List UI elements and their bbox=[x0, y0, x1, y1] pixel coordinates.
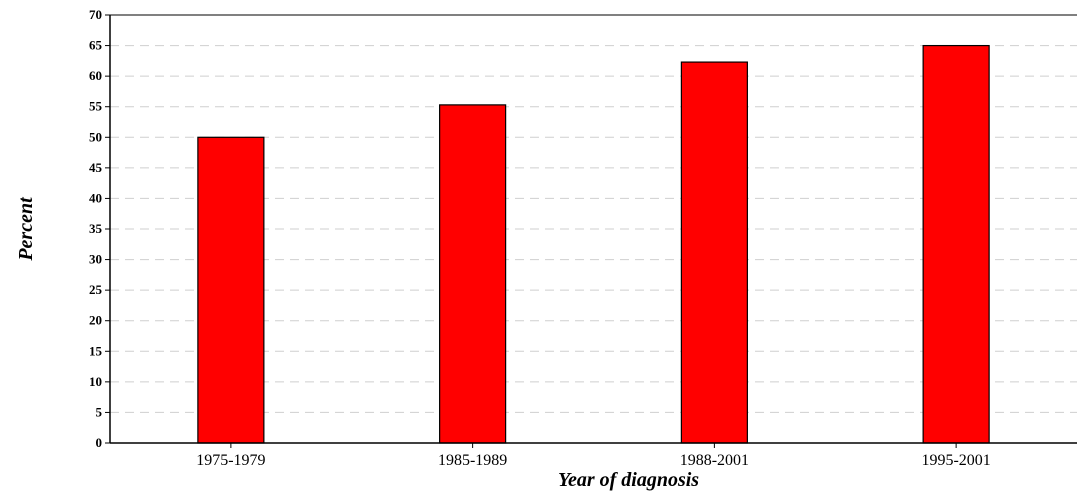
x-axis-ticks: 1975-1979 1985-1989 1988-2001 1995-2001 bbox=[196, 443, 991, 469]
y-tick-label: 30 bbox=[89, 252, 102, 267]
y-tick-label: 45 bbox=[89, 160, 103, 175]
gridlines bbox=[110, 45, 1077, 413]
bar bbox=[680, 61, 748, 444]
y-tick-label: 5 bbox=[96, 404, 103, 419]
bar bbox=[197, 136, 265, 444]
y-tick-label: 40 bbox=[89, 190, 102, 205]
x-axis-title: Year of diagnosis bbox=[558, 469, 699, 491]
bar bbox=[922, 44, 990, 444]
y-tick-label: 0 bbox=[96, 435, 103, 450]
x-tick-label: 1975-1979 bbox=[196, 452, 265, 469]
y-tick-label: 25 bbox=[89, 282, 103, 297]
x-tick-label: 1988-2001 bbox=[680, 452, 749, 469]
y-tick-label: 50 bbox=[89, 129, 102, 144]
bars bbox=[197, 44, 990, 444]
y-axis-ticks: 0 5 10 15 20 25 30 35 40 45 50 55 60 65 70 bbox=[89, 7, 110, 450]
y-tick-label: 55 bbox=[89, 99, 103, 114]
y-tick-label: 65 bbox=[89, 38, 103, 53]
x-tick-label: 1985-1989 bbox=[438, 452, 507, 469]
y-axis-title: Percent bbox=[15, 196, 37, 262]
y-tick-label: 35 bbox=[89, 221, 103, 236]
bar bbox=[439, 104, 507, 444]
y-tick-label: 70 bbox=[89, 7, 102, 22]
y-tick-label: 15 bbox=[89, 343, 103, 358]
y-tick-label: 10 bbox=[89, 374, 102, 389]
x-tick-label: 1995-2001 bbox=[921, 452, 990, 469]
y-tick-label: 20 bbox=[89, 313, 102, 328]
y-tick-label: 60 bbox=[89, 68, 102, 83]
